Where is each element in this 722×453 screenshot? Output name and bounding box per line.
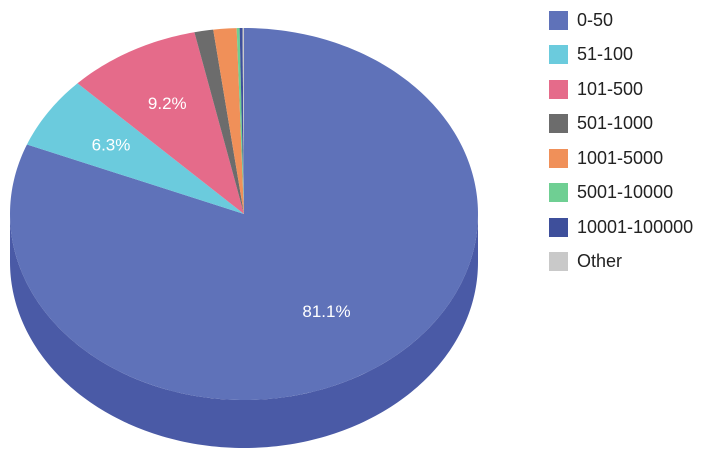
legend-label: 101-500 <box>577 78 644 99</box>
legend-item-5001-10000: 5001-10000 <box>549 176 721 211</box>
pie-value-labels: 81.1% 6.3% 9.2% <box>92 94 351 321</box>
legend-item-0-50: 0-50 <box>549 3 721 38</box>
pie-slices <box>10 28 478 400</box>
pie-side-walls <box>10 214 478 448</box>
slice-value-label-101-500: 9.2% <box>148 94 187 113</box>
legend-swatch <box>549 10 568 30</box>
legend-item-1001-5000: 1001-5000 <box>549 141 721 176</box>
legend-label: Other <box>577 251 623 272</box>
pie-slice-501-1000 <box>194 29 244 215</box>
legend-item-101-500: 101-500 <box>549 72 721 107</box>
legend-swatch <box>549 252 568 272</box>
legend-label: 5001-10000 <box>577 182 674 203</box>
pie-slice-other <box>242 28 244 214</box>
legend-swatch <box>549 148 568 168</box>
legend-item-501-1000: 501-1000 <box>549 107 721 142</box>
legend-swatch <box>549 79 568 99</box>
pie-slice-51-100 <box>26 83 245 214</box>
legend-swatch <box>549 114 568 134</box>
legend-label: 501-1000 <box>577 113 654 134</box>
legend-item-other: Other <box>549 245 721 280</box>
legend-swatch <box>549 45 568 65</box>
slice-value-label-51-100: 6.3% <box>92 136 131 155</box>
legend-label: 0-50 <box>577 9 614 30</box>
legend-label: 51-100 <box>577 44 634 65</box>
pie-slice-5001-10000 <box>236 28 244 215</box>
pie-slice-1001-5000 <box>213 28 244 215</box>
pie-side-0-50 <box>10 214 478 448</box>
pie-slice-0-50 <box>10 28 478 400</box>
pie-chart-plot: 81.1% 6.3% 9.2% <box>10 28 478 448</box>
legend-item-10001-100000: 10001-100000 <box>549 210 721 245</box>
pie-slice-101-500 <box>77 32 244 215</box>
legend-label: 1001-5000 <box>577 147 664 168</box>
legend-swatch <box>549 217 568 237</box>
legend-item-51-100: 51-100 <box>549 38 721 73</box>
chart-legend: 0-50 51-100 101-500 501-1000 1001-5000 5001-1… <box>549 3 721 279</box>
legend-label: 10001-100000 <box>577 216 694 237</box>
slice-value-label-0-50: 81.1% <box>302 302 350 321</box>
legend-swatch <box>549 183 568 203</box>
pie-slice-10001-100000 <box>239 28 244 214</box>
